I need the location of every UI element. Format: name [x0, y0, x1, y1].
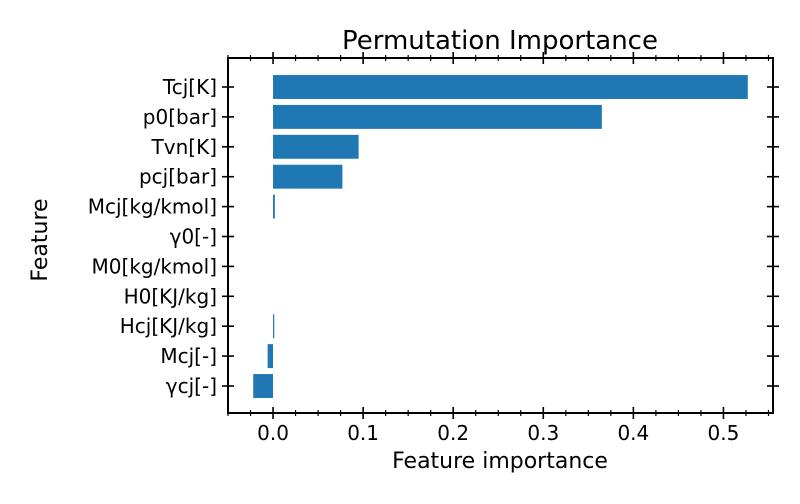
bar-9 — [267, 344, 274, 369]
bar-8 — [273, 314, 275, 339]
bar-10 — [253, 374, 274, 398]
y-axis-label: Feature — [28, 198, 53, 281]
plot-frame — [227, 57, 774, 414]
y-tick-label: Hcj[KJ/kg] — [120, 314, 217, 338]
x-tick-label: 0.0 — [257, 421, 289, 445]
y-tick-label: Tvn[K] — [151, 135, 217, 159]
y-tick-label: γ0[-] — [170, 225, 217, 249]
y-tick-label: γcj[-] — [166, 374, 217, 398]
bar-3 — [273, 164, 343, 189]
bar-0 — [273, 75, 748, 99]
bars-layer — [253, 75, 748, 398]
labels-layer: Tcj[K] p0[bar] Tvn[K] pcj[bar] Mcj[kg/kmol] γ… — [88, 75, 740, 445]
y-tick-label: Mcj[kg/kmol] — [88, 195, 217, 219]
x-tick-label: 0.3 — [527, 421, 559, 445]
x-axis-label: Feature importance — [392, 449, 608, 474]
x-tick-label: 0.4 — [617, 421, 649, 445]
y-tick-label: p0[bar] — [143, 105, 217, 129]
y-tick-label: Tcj[K] — [162, 75, 217, 99]
bar-4 — [273, 194, 275, 219]
y-tick-label: Mcj[-] — [160, 344, 217, 368]
bar-2 — [273, 134, 359, 159]
x-tick-label: 0.1 — [347, 421, 379, 445]
y-tick-label: H0[KJ/kg] — [124, 284, 217, 308]
chart-title: Permutation Importance — [342, 26, 658, 56]
y-tick-label: M0[kg/kmol] — [92, 254, 217, 278]
y-tick-label: pcj[bar] — [139, 165, 217, 189]
x-tick-label: 0.2 — [437, 421, 469, 445]
bar-1 — [273, 104, 602, 129]
x-tick-label: 0.5 — [708, 421, 740, 445]
